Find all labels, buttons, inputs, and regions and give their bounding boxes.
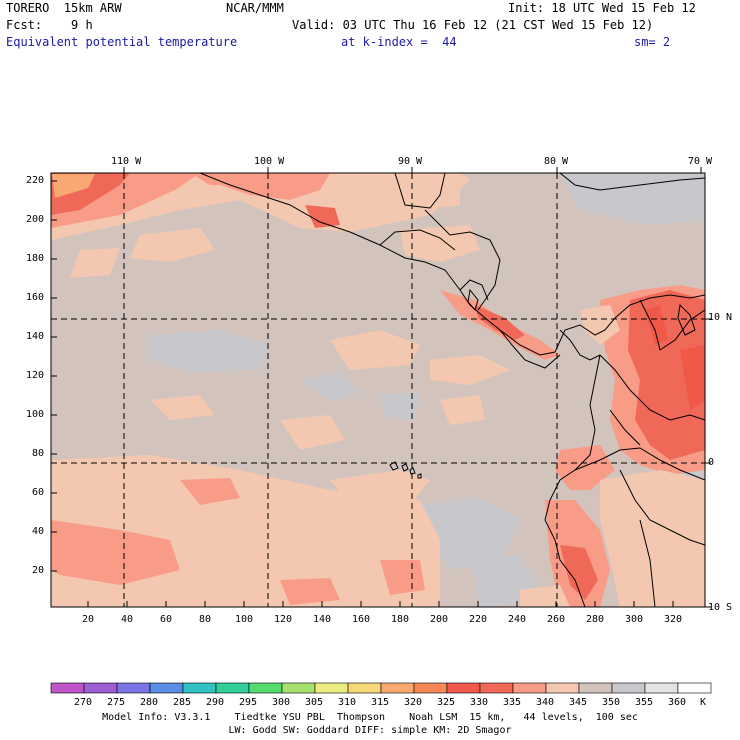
x-tick: 220 <box>469 614 488 625</box>
y-tick: 140 <box>26 331 45 342</box>
x-tick: 20 <box>82 614 95 625</box>
x-tick: 200 <box>430 614 449 625</box>
colorbar-label: 300 <box>271 697 291 708</box>
x-tick: 260 <box>547 614 566 625</box>
colorbar-swatch <box>611 682 646 694</box>
lat-label-0: 0 <box>708 457 715 468</box>
colorbar-label: 270 <box>73 697 93 708</box>
y-tick: 60 <box>32 487 45 498</box>
level-label: at k-index = 44 <box>341 35 457 49</box>
y-tick: 100 <box>26 409 45 420</box>
lat-label-10s: 10 S <box>708 602 733 613</box>
x-tick: 180 <box>391 614 410 625</box>
x-tick: 320 <box>664 614 683 625</box>
colorbar-label: 315 <box>370 697 390 708</box>
y-tick: 40 <box>32 526 45 537</box>
colorbar-swatch <box>380 682 415 694</box>
lon-label-90w: 90 W <box>398 156 423 167</box>
x-tick: 100 <box>235 614 254 625</box>
colorbar-swatch <box>677 682 712 694</box>
colorbar-label: 355 <box>634 697 654 708</box>
colorbar-label: 290 <box>205 697 225 708</box>
colorbar-swatch <box>578 682 613 694</box>
coastlines <box>199 173 705 607</box>
plot-frame <box>50 167 711 608</box>
lon-label-110w: 110 W <box>111 156 142 167</box>
latlon-grid <box>51 173 705 607</box>
field-name: Equivalent potential temperature <box>6 35 238 49</box>
colorbar-label: 295 <box>238 697 258 708</box>
colorbar-unit: K <box>699 697 707 708</box>
colorbar-swatch <box>413 682 448 694</box>
lat-label-10n: 10 N <box>708 312 733 323</box>
lon-label-70w: 70 W <box>688 156 713 167</box>
colorbar-swatch <box>314 682 349 694</box>
x-tick: 300 <box>625 614 644 625</box>
colorbar <box>50 682 712 694</box>
colorbar-label: 360 <box>667 697 687 708</box>
colorbar-label: 325 <box>436 697 456 708</box>
agency-label: NCAR/MMM <box>226 1 284 15</box>
x-tick: 60 <box>160 614 173 625</box>
colorbar-label: 335 <box>502 697 522 708</box>
x-tick: 120 <box>274 614 293 625</box>
y-tick: 180 <box>26 253 45 264</box>
colorbar-label: 340 <box>535 697 555 708</box>
lon-label-100w: 100 W <box>254 156 285 167</box>
x-tick: 40 <box>121 614 134 625</box>
colorbar-label: 330 <box>469 697 489 708</box>
colorbar-swatch <box>248 682 283 694</box>
x-tick: 80 <box>199 614 212 625</box>
colorbar-swatch <box>545 682 580 694</box>
model-info-line2: LW: Godd SW: Goddard DIFF: simple KM: 2D… <box>228 725 512 736</box>
x-tick: 280 <box>586 614 605 625</box>
y-tick: 160 <box>26 292 45 303</box>
model-info-line1: Model Info: V3.3.1 Tiedtke YSU PBL Thomp… <box>102 712 638 723</box>
colorbar-label: 350 <box>601 697 621 708</box>
colorbar-swatch <box>50 682 85 694</box>
colorbar-swatch <box>116 682 151 694</box>
lon-label-80w: 80 W <box>544 156 569 167</box>
forecast-hour: Fcst: 9 h <box>6 18 93 32</box>
colorbar-swatch <box>149 682 184 694</box>
colorbar-swatch <box>446 682 481 694</box>
model-name: TORERO 15km ARW <box>6 1 122 15</box>
colorbar-swatch <box>347 682 382 694</box>
temperature-field <box>51 173 705 607</box>
colorbar-label: 280 <box>139 697 159 708</box>
colorbar-label: 310 <box>337 697 357 708</box>
y-tick: 80 <box>32 448 45 459</box>
colorbar-swatch <box>215 682 250 694</box>
colorbar-swatch <box>182 682 217 694</box>
x-tick: 160 <box>352 614 371 625</box>
x-tick: 240 <box>508 614 527 625</box>
colorbar-swatch <box>479 682 514 694</box>
smoothing-label: sm= 2 <box>634 35 671 49</box>
y-tick: 200 <box>26 214 45 225</box>
init-time: Init: 18 UTC Wed 15 Feb 12 <box>508 1 696 15</box>
colorbar-swatch <box>512 682 547 694</box>
x-tick: 140 <box>313 614 332 625</box>
colorbar-swatch <box>644 682 679 694</box>
colorbar-label: 305 <box>304 697 324 708</box>
y-tick: 220 <box>26 175 45 186</box>
colorbar-swatch <box>281 682 316 694</box>
y-tick: 20 <box>32 565 45 576</box>
valid-time: Valid: 03 UTC Thu 16 Feb 12 (21 CST Wed … <box>292 18 654 32</box>
colorbar-label: 345 <box>568 697 588 708</box>
colorbar-swatch <box>83 682 118 694</box>
colorbar-label: 275 <box>106 697 126 708</box>
y-tick: 120 <box>26 370 45 381</box>
colorbar-label: 320 <box>403 697 423 708</box>
colorbar-label: 285 <box>172 697 192 708</box>
